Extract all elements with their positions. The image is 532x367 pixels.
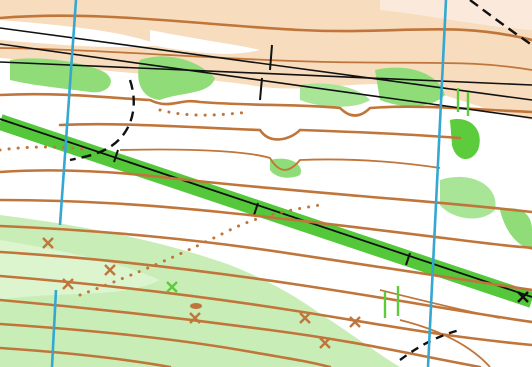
track [69,79,135,162]
road-band [0,114,532,308]
dotted-path [78,203,322,297]
dotted-path [0,145,92,152]
north-lines [50,0,448,367]
vegetation [270,158,301,178]
rough-open [380,0,532,30]
crosses [42,237,529,349]
vegetation [500,208,532,250]
vegetation [10,58,111,93]
vegetation [138,56,215,100]
dense-vegetation [450,119,480,160]
vegetation [375,67,445,107]
road [0,118,532,298]
clearing [0,20,160,48]
contours [0,14,532,367]
power-lines [0,27,532,119]
slow-run [0,215,400,367]
dotted-path [158,108,252,117]
marsh [383,88,470,318]
vegetation [300,83,370,107]
clearing [150,30,260,54]
track [469,0,532,46]
